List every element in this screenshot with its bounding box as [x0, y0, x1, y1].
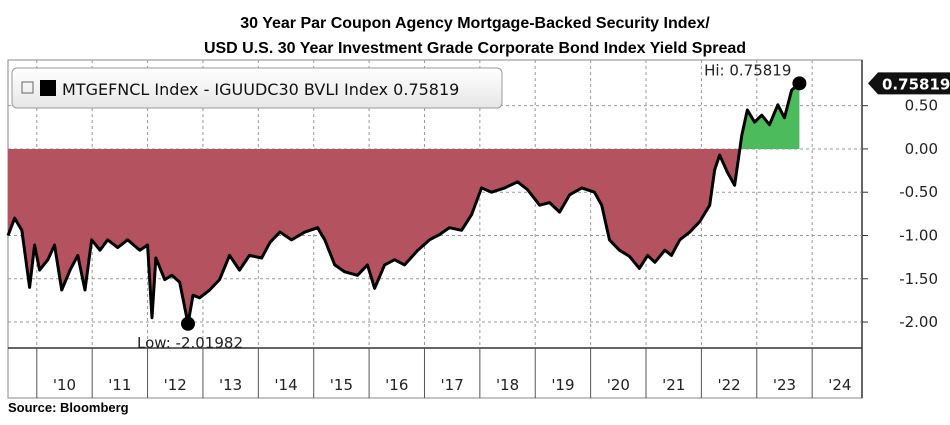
last-value-tag	[868, 72, 950, 95]
low-annotation: Low: -2.01982	[137, 334, 243, 352]
line	[6, 82, 801, 326]
area-negative	[8, 148, 740, 324]
x-tick-label: '22	[717, 376, 740, 394]
y-tick-label: -1.50	[899, 270, 938, 288]
chart-title: USD U.S. 30 Year Investment Grade Corpor…	[204, 40, 746, 57]
legend-swatch	[40, 80, 56, 96]
chart-title: 30 Year Par Coupon Agency Mortgage-Backe…	[240, 15, 710, 32]
y-tick-label: 0.50	[905, 97, 938, 115]
low-marker	[180, 316, 195, 331]
legend-box	[11, 67, 503, 109]
x-tick-label: '10	[53, 376, 76, 394]
x-tick-label: '12	[164, 376, 187, 394]
high-marker	[792, 76, 807, 91]
y-tick-label: 0.00	[905, 140, 938, 158]
source: Source: Bloomberg	[8, 400, 129, 415]
high-annotation: Hi: 0.75819	[704, 61, 791, 79]
x-tick-label: '13	[219, 376, 242, 394]
legend-label: MTGEFNCL Index - IGUUDC30 BVLI Index 0.7…	[62, 80, 459, 99]
y-tick-label: -1.00	[899, 226, 938, 244]
last-value-label: 0.75819	[882, 75, 950, 93]
legend-icon-frame	[21, 81, 34, 94]
x-tick-label: '21	[662, 376, 685, 394]
x-tick-label: '14	[274, 376, 297, 394]
x-tick-label: '19	[551, 376, 574, 394]
x-tick-label: '16	[385, 376, 408, 394]
x-tick-label: '24	[828, 376, 851, 394]
x-tick-label: '11	[108, 376, 131, 394]
y-tick-label: -2.00	[899, 313, 938, 331]
x-tick-label: '15	[330, 376, 353, 394]
x-tick-label: '17	[441, 376, 464, 394]
x-tick-label: '23	[773, 376, 796, 394]
x-tick-label: '20	[607, 376, 630, 394]
x-tick-label: '18	[496, 376, 519, 394]
y-tick-label: -0.50	[899, 183, 938, 201]
